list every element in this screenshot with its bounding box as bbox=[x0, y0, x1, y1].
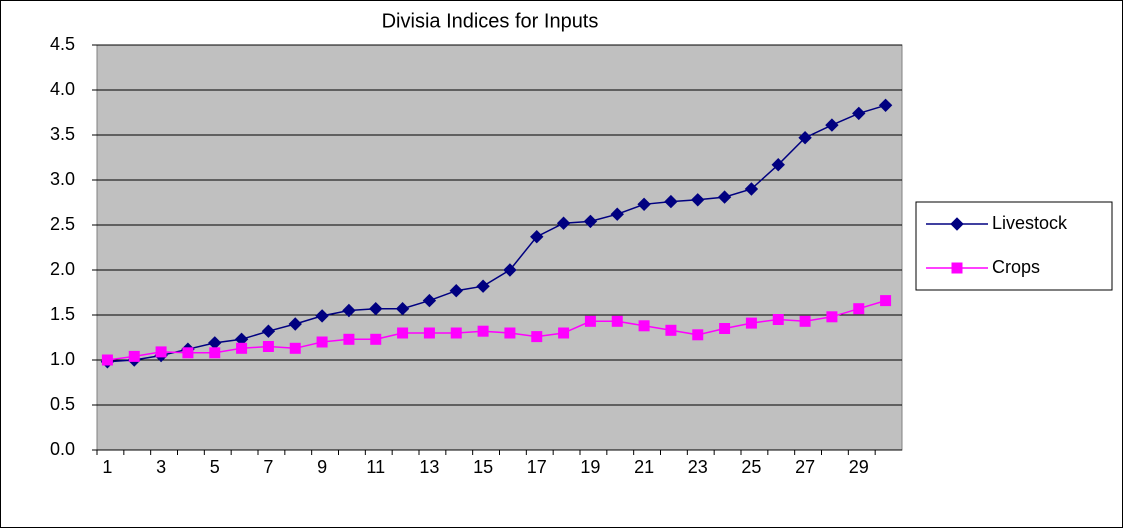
data-point bbox=[422, 293, 437, 308]
data-point bbox=[395, 301, 410, 316]
x-tick-label: 15 bbox=[473, 457, 493, 477]
legend-label: Livestock bbox=[992, 213, 1068, 233]
y-tick-label: 0.0 bbox=[50, 439, 75, 459]
y-tick-label: 3.0 bbox=[50, 169, 75, 189]
y-tick-label: 4.0 bbox=[50, 79, 75, 99]
data-point bbox=[798, 130, 812, 145]
x-tick-label: 25 bbox=[741, 457, 761, 477]
data-point bbox=[878, 98, 893, 113]
data-point bbox=[772, 314, 784, 325]
y-tick-label: 1.0 bbox=[50, 349, 75, 369]
x-tick-label: 21 bbox=[634, 457, 654, 477]
chart-title: Divisia Indices for Inputs bbox=[382, 10, 599, 32]
data-point bbox=[370, 333, 382, 345]
data-point bbox=[128, 350, 140, 362]
data-point bbox=[665, 324, 677, 336]
data-point bbox=[799, 315, 811, 327]
y-tick-label: 4.5 bbox=[50, 34, 75, 54]
data-point bbox=[531, 331, 543, 343]
data-point bbox=[449, 283, 463, 298]
data-point bbox=[236, 342, 248, 354]
legend-label: Crops bbox=[992, 257, 1040, 277]
data-point bbox=[477, 325, 489, 337]
x-tick-label: 5 bbox=[210, 457, 220, 477]
x-tick-label: 11 bbox=[366, 457, 385, 477]
data-point bbox=[262, 341, 274, 352]
data-point bbox=[691, 193, 705, 207]
plot-area bbox=[96, 44, 903, 451]
data-point bbox=[423, 327, 435, 339]
data-point bbox=[556, 216, 571, 230]
y-tick-label: 2.5 bbox=[50, 214, 75, 234]
data-point bbox=[530, 229, 544, 244]
y-tick-label: 2.0 bbox=[50, 259, 75, 279]
y-tick-label: 3.5 bbox=[50, 124, 75, 144]
data-point bbox=[369, 301, 383, 316]
data-point bbox=[261, 324, 276, 338]
data-point bbox=[637, 197, 651, 212]
data-point bbox=[745, 317, 757, 329]
data-point bbox=[476, 279, 490, 293]
data-point bbox=[397, 327, 409, 339]
x-tick-label: 9 bbox=[317, 457, 327, 477]
data-point bbox=[692, 329, 704, 341]
x-tick-label: 23 bbox=[688, 457, 708, 477]
data-point bbox=[825, 118, 839, 132]
data-point bbox=[880, 295, 892, 307]
x-tick-label: 27 bbox=[795, 457, 815, 477]
x-tick-label: 3 bbox=[156, 457, 166, 477]
data-point bbox=[155, 346, 167, 358]
data-point bbox=[342, 303, 356, 318]
data-point bbox=[182, 347, 194, 359]
data-point bbox=[852, 106, 866, 121]
legend-marker bbox=[951, 262, 963, 274]
data-point bbox=[101, 354, 113, 366]
data-point bbox=[288, 317, 302, 331]
data-point bbox=[717, 190, 732, 204]
data-point bbox=[853, 303, 865, 315]
x-tick-label: 29 bbox=[849, 457, 869, 477]
data-point bbox=[611, 315, 623, 327]
data-point bbox=[209, 347, 221, 359]
data-point bbox=[343, 333, 355, 345]
x-tick-label: 7 bbox=[263, 457, 273, 477]
data-point bbox=[558, 327, 570, 339]
data-point bbox=[584, 315, 596, 327]
data-point bbox=[744, 182, 759, 196]
data-point bbox=[504, 327, 516, 339]
data-point bbox=[610, 207, 624, 221]
data-point bbox=[826, 311, 838, 323]
data-point bbox=[583, 214, 598, 229]
data-point bbox=[664, 194, 678, 209]
legend-box bbox=[915, 201, 1113, 291]
x-tick-label: 17 bbox=[527, 457, 547, 477]
data-point bbox=[315, 309, 329, 323]
x-tick-label: 13 bbox=[419, 457, 439, 477]
y-tick-label: 1.5 bbox=[50, 304, 75, 324]
data-point bbox=[719, 323, 731, 334]
data-point bbox=[316, 336, 328, 348]
y-tick-label: 0.5 bbox=[50, 394, 75, 414]
data-point bbox=[450, 327, 462, 339]
x-tick-label: 19 bbox=[580, 457, 600, 477]
legend-marker bbox=[950, 217, 964, 231]
data-point bbox=[638, 320, 650, 332]
data-point bbox=[289, 342, 301, 354]
x-tick-label: 1 bbox=[102, 457, 112, 477]
data-point bbox=[771, 157, 785, 172]
data-point bbox=[503, 263, 517, 277]
